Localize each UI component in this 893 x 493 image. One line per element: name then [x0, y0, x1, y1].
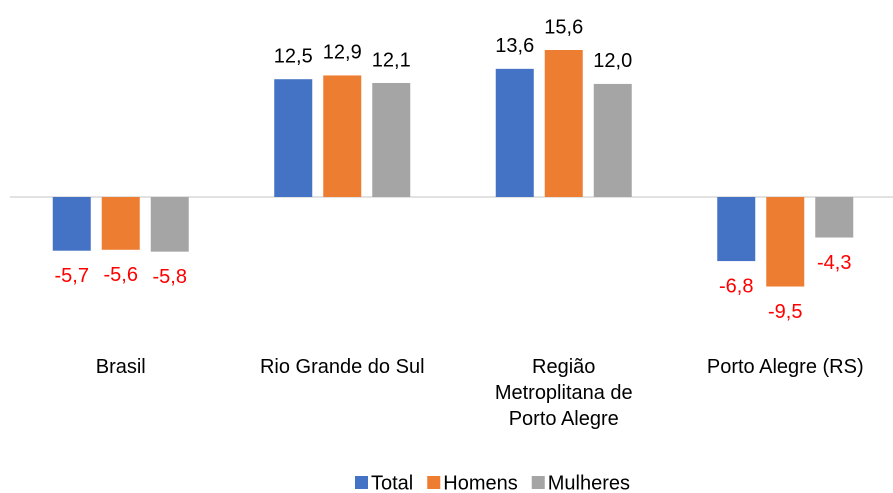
- bar: [372, 82, 411, 197]
- value-label: -4,3: [817, 252, 851, 274]
- legend-swatch: [355, 476, 368, 489]
- bar: [274, 79, 313, 197]
- x-tick-label: Rio Grande do Sul: [259, 356, 425, 378]
- value-label: 15,6: [544, 16, 583, 38]
- value-label: 12,5: [274, 45, 313, 67]
- x-tick-label: Região Metroplitana de Porto Alegre: [494, 356, 633, 430]
- value-label: 12,1: [372, 49, 411, 71]
- bar: [815, 197, 854, 238]
- x-tick-label: Brasil: [95, 356, 146, 378]
- bar: [101, 197, 140, 250]
- legend-swatch: [427, 476, 441, 489]
- bar: [495, 68, 534, 197]
- legend-swatch: [531, 476, 545, 489]
- value-label: -5,8: [153, 266, 187, 288]
- value-label: -5,6: [104, 264, 138, 286]
- x-tick-label: Porto Alegre (RS): [706, 356, 864, 378]
- bar: [544, 50, 583, 197]
- value-label: -5,7: [55, 265, 89, 287]
- legend-label: Total: [371, 472, 413, 493]
- bar: [323, 75, 362, 197]
- value-label: -9,5: [768, 301, 802, 323]
- value-label: 12,0: [593, 50, 632, 72]
- value-label: 12,9: [323, 42, 362, 64]
- bar: [150, 197, 189, 252]
- value-label: -6,8: [719, 275, 753, 297]
- bar: [593, 83, 632, 197]
- bar: [52, 197, 91, 251]
- bar: [717, 197, 756, 262]
- value-label: 13,6: [495, 35, 534, 57]
- legend-label: Homens: [443, 472, 517, 493]
- bar: [766, 197, 805, 287]
- legend-label: Mulheres: [548, 472, 630, 493]
